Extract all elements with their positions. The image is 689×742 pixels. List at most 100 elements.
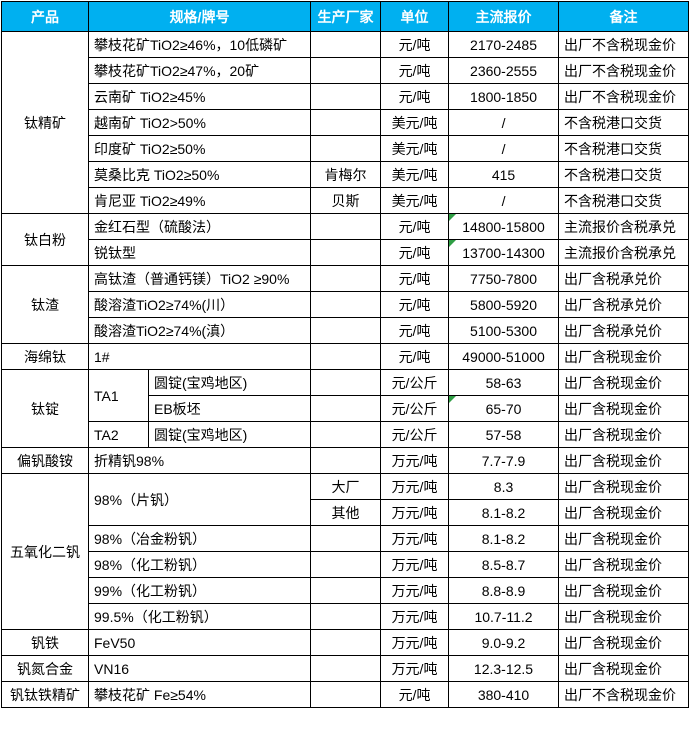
unit-cell: 元/公斤 [380,395,450,422]
comment-flag-icon [449,214,457,221]
spec-cell: 98%（片钒） [87,473,312,526]
table-row: 钛锭 TA1 圆锭(宝鸡地区) 元/公斤 58-63 出厂含税现金价 [1,369,689,448]
spec-cell: 1# [87,343,312,370]
unit-cell: 万元/吨 [380,655,450,682]
price-cell: 58-63 [448,369,560,396]
unit-cell: 万元/吨 [380,551,450,578]
unit-cell: 元/吨 [380,343,450,370]
note-cell: 不含税港口交货 [558,161,689,188]
note-cell: 出厂含税现金价 [558,421,689,448]
price-cell: 8.5-8.7 [448,551,560,578]
spec-cell: 98%（化工粉钒） [87,551,312,578]
price-cell: / [448,135,560,162]
table-row: 偏钒酸铵 折精钒98% 万元/吨 7.7-7.9 出厂含税现金价 [1,447,689,474]
unit-cell: 万元/吨 [380,525,450,552]
maker-cell: 大厂 [310,473,382,500]
col-header-unit: 单位 [380,1,450,32]
price-cell: 7.7-7.9 [448,447,560,474]
maker-cell [310,369,382,396]
note-cell: 主流报价含税承兑 [558,239,689,266]
maker-cell: 肯梅尔 [310,161,382,188]
unit-cell: 元/吨 [380,83,450,110]
maker-cell [310,291,382,318]
spec-cell: 折精钒98% [87,447,312,474]
unit-cell: 美元/吨 [380,161,450,188]
grade-cell: TA1 [88,369,149,422]
maker-cell [310,317,382,344]
unit-cell: 万元/吨 [380,577,450,604]
header-row: 产品 规格/牌号 生产厂家 单位 主流报价 备注 [1,1,689,32]
note-cell: 出厂含税现金价 [558,447,689,474]
table-row: 肯尼亚 TiO2≥49% 贝斯 美元/吨 / 不含税港口交货 [2,187,689,214]
maker-cell [310,551,382,578]
type-cell: 圆锭(宝鸡地区) [147,369,312,396]
spec-cell: 攀枝花矿TiO2≥47%，20矿 [87,57,312,84]
table-body: 钛精矿 攀枝花矿TiO2≥46%，10低磷矿 元/吨 2170-2485 出厂不含税现金… [1,31,689,708]
table-row: 酸溶渣TiO2≥74%(川） 元/吨 5800-5920 出厂含税承兑价 [2,291,689,318]
maker-cell [310,629,382,656]
price-cell: 7750-7800 [448,265,560,292]
maker-cell [310,83,382,110]
spec-cell: 酸溶渣TiO2≥74%(川） [87,291,312,318]
product-cell: 五氧化二钒 [1,473,89,630]
spec-cell: FeV50 [87,629,312,656]
maker-cell [310,603,382,630]
product-cell: 钛锭 [1,369,89,448]
note-cell: 出厂含税现金价 [558,369,689,396]
price-cell: 1800-1850 [448,83,560,110]
table-row: 钛渣 高钛渣（普通钙镁）TiO2 ≥90% 元/吨 7750-7800 出厂含税承兑价 [1,265,689,344]
note-cell: 出厂含税现金价 [558,525,689,552]
note-cell: 出厂不含税现金价 [558,31,689,58]
product-cell: 海绵钛 [1,343,89,370]
spec-cell: 98%（冶金粉钒） [87,525,312,552]
spec-cell: 99.5%（化工粉钒） [87,603,312,630]
maker-cell [310,395,382,422]
spec-cell: 99%（化工粉钒） [87,577,312,604]
col-header-maker: 生产厂家 [310,1,382,32]
unit-cell: 元/吨 [380,265,450,292]
note-cell: 出厂含税现金价 [558,395,689,422]
col-header-spec: 规格/牌号 [87,1,312,32]
note-cell: 出厂含税现金价 [558,551,689,578]
spec-cell: 锐钛型 [87,239,312,266]
maker-cell [310,135,382,162]
table-row: 攀枝花矿TiO2≥47%，20矿 元/吨 2360-2555 出厂不含税现金价 [2,57,689,84]
note-cell: 出厂含税现金价 [558,343,689,370]
unit-cell: 元/吨 [380,239,450,266]
price-cell: 12.3-12.5 [448,655,560,682]
table-row: 其他 万元/吨 8.1-8.2 出厂含税现金价 [2,499,689,526]
maker-cell [310,265,382,292]
table-header: 产品 规格/牌号 生产厂家 单位 主流报价 备注 [1,1,689,32]
spec-cell: 越南矿 TiO2>50% [87,109,312,136]
spec-cell: 攀枝花矿 Fe≥54% [87,681,312,708]
note-cell: 出厂含税承兑价 [558,265,689,292]
table-row: 钛白粉 金红石型（硫酸法） 元/吨 14800-15800 主流报价含税承兑 [1,213,689,266]
maker-cell: 其他 [310,499,382,526]
price-cell: 14800-15800 [448,213,560,240]
note-cell: 出厂含税现金价 [558,629,689,656]
spec-cell: 酸溶渣TiO2≥74%(滇） [87,317,312,344]
unit-cell: 万元/吨 [380,473,450,500]
note-cell: 主流报价含税承兑 [558,213,689,240]
table-row: 海绵钛 1# 元/吨 49000-51000 出厂含税现金价 [1,343,689,370]
product-cell: 偏钒酸铵 [1,447,89,474]
table-row: 五氧化二钒 98%（片钒） 大厂 万元/吨 8.3 出厂含税现金价 [1,473,689,630]
price-cell: 10.7-11.2 [448,603,560,630]
table-row: 钛精矿 攀枝花矿TiO2≥46%，10低磷矿 元/吨 2170-2485 出厂不含税现金… [1,31,689,214]
price-cell: 2360-2555 [448,57,560,84]
col-header-price: 主流报价 [448,1,560,32]
unit-cell: 元/吨 [380,57,450,84]
table-row: 98%（冶金粉钒） 万元/吨 8.1-8.2 出厂含税现金价 [2,525,689,552]
unit-cell: 元/吨 [380,291,450,318]
table-row: 钒钛铁精矿 攀枝花矿 Fe≥54% 元/吨 380-410 出厂不含税现金价 [1,681,689,708]
maker-cell [310,525,382,552]
price-cell: 380-410 [448,681,560,708]
note-cell: 出厂含税承兑价 [558,317,689,344]
maker-cell [310,447,382,474]
maker-cell [310,57,382,84]
maker-cell [310,655,382,682]
table-row: 越南矿 TiO2>50% 美元/吨 / 不含税港口交货 [2,109,689,136]
unit-cell: 美元/吨 [380,187,450,214]
table-row: 酸溶渣TiO2≥74%(滇） 元/吨 5100-5300 出厂含税承兑价 [2,317,689,344]
note-cell: 不含税港口交货 [558,187,689,214]
